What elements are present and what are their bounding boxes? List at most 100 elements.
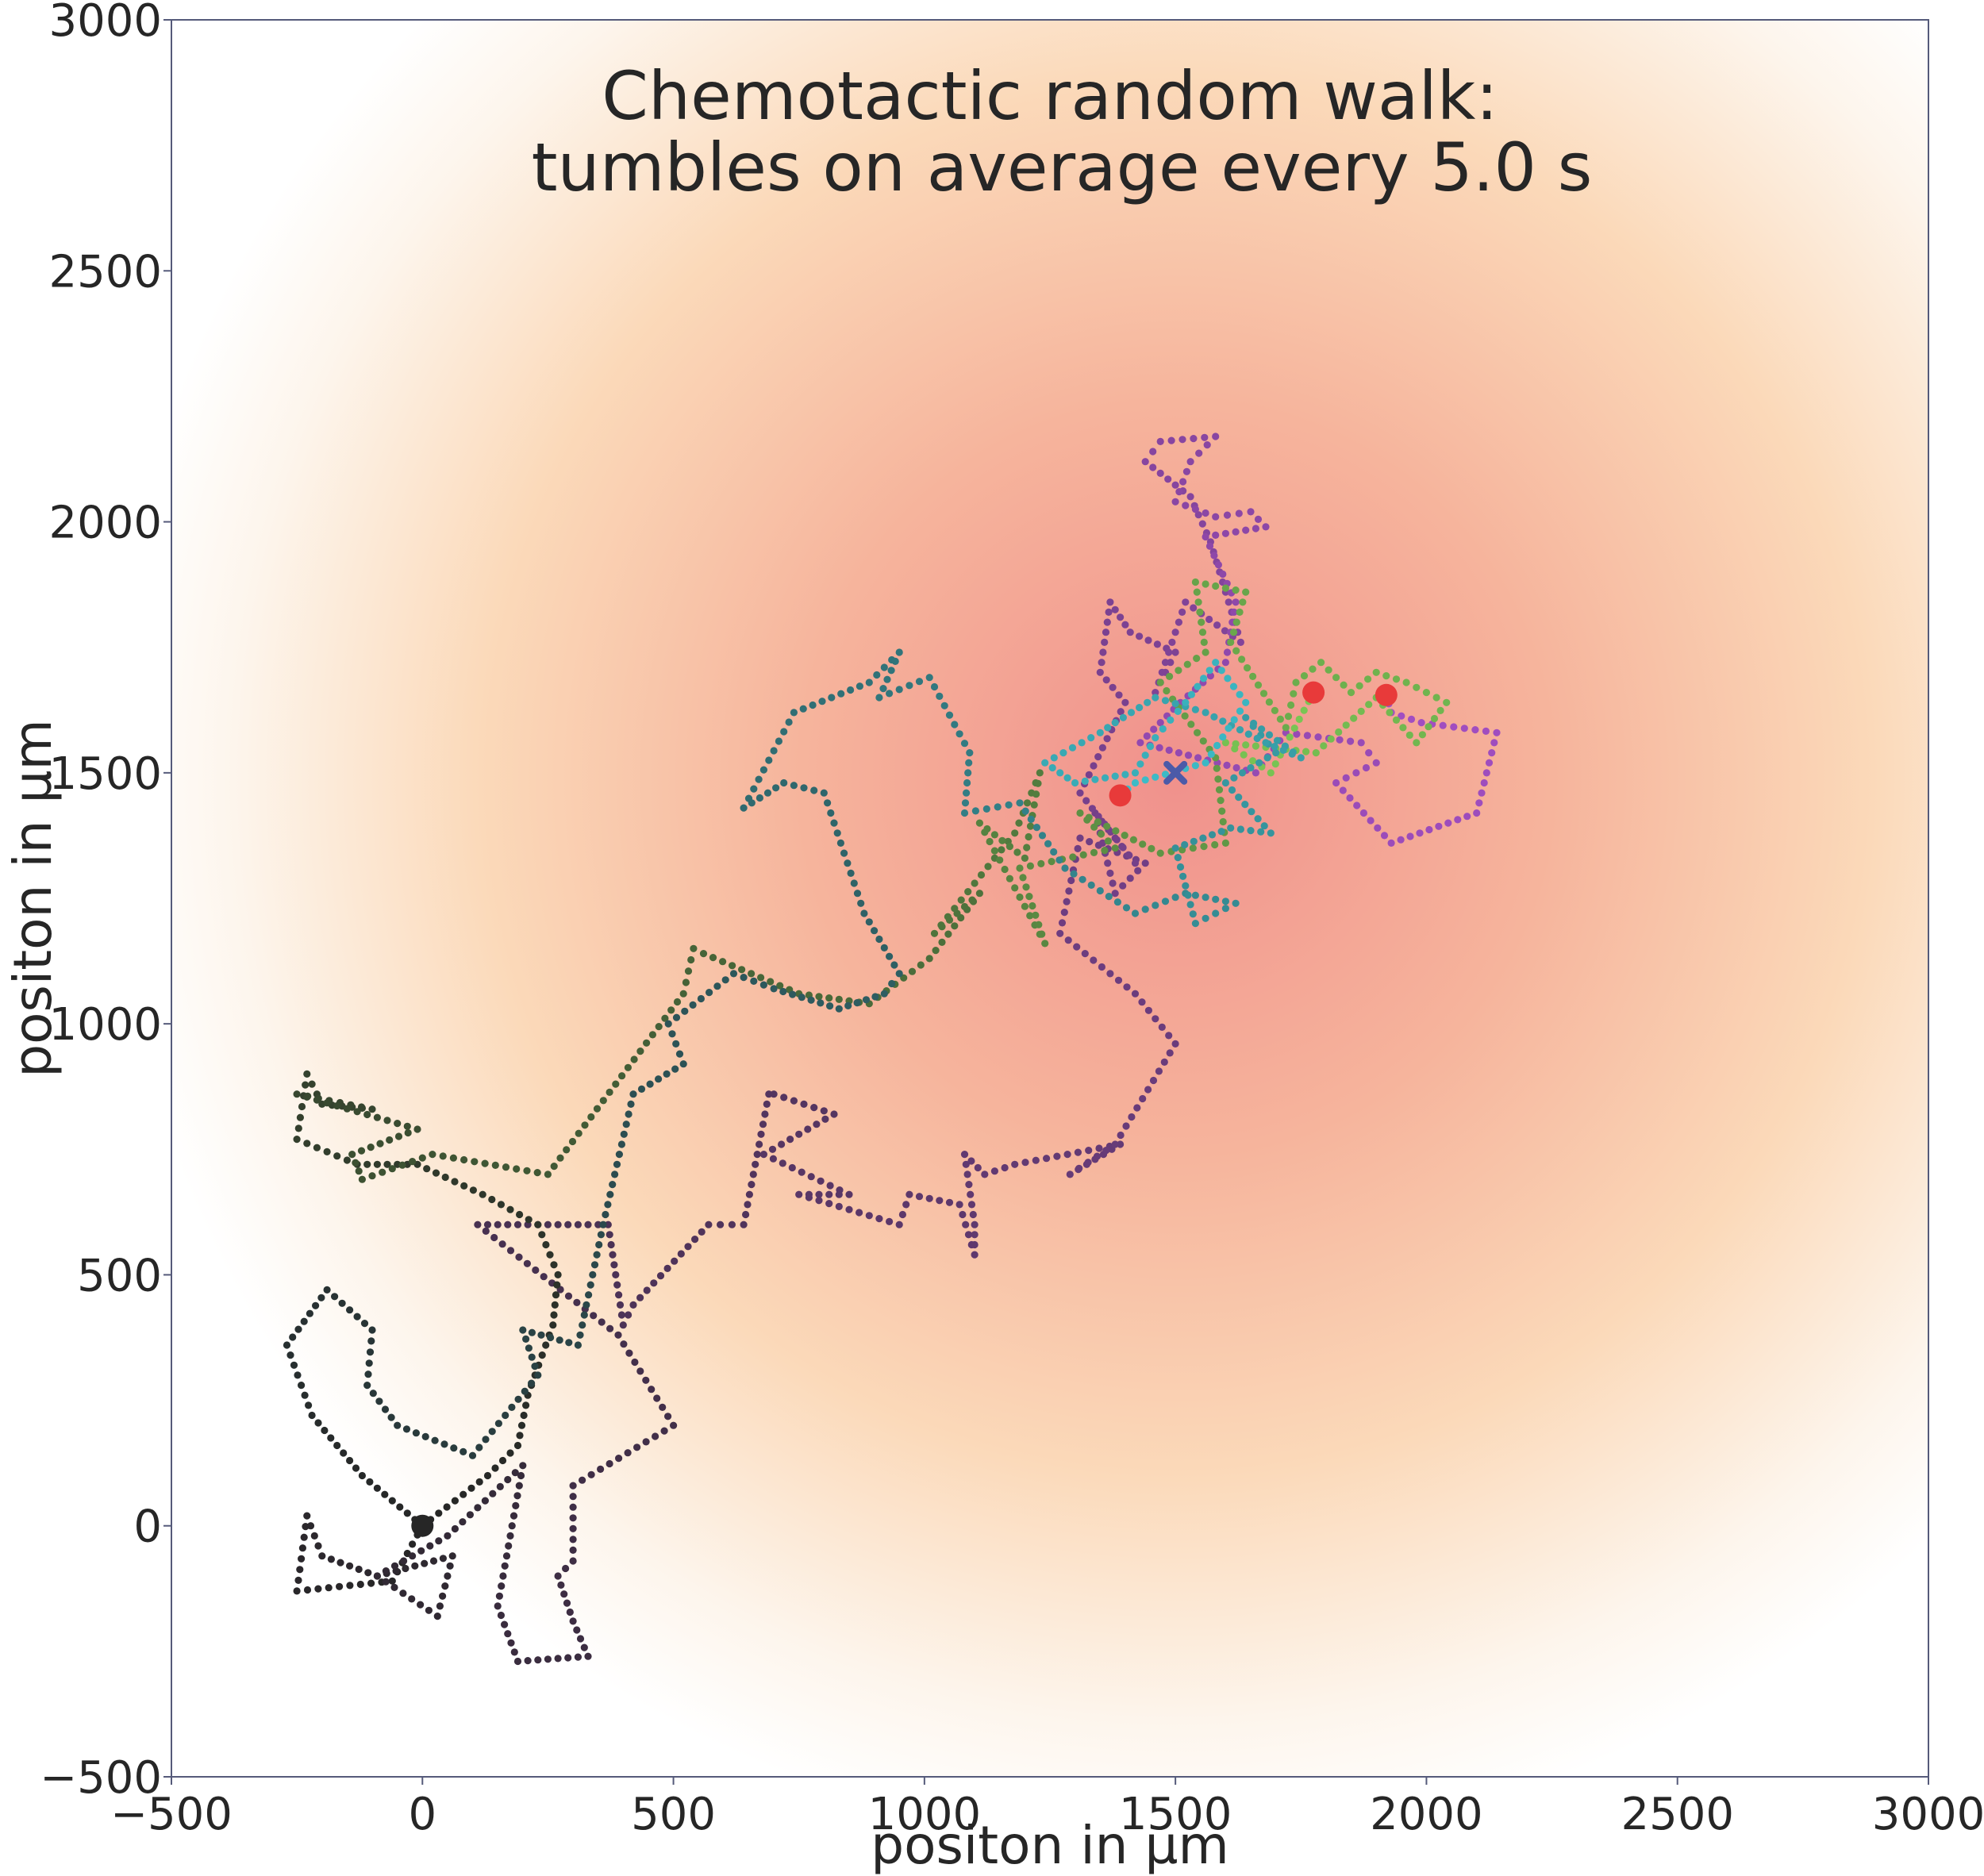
series-0-point-137	[614, 1331, 622, 1339]
start-marker	[411, 1514, 434, 1537]
series-1-point-299	[1221, 584, 1229, 592]
series-0-point-204	[761, 1110, 769, 1118]
series-0-point-394	[1171, 648, 1179, 656]
series-2-point-54	[468, 1451, 477, 1459]
series-1-point-220	[990, 847, 998, 855]
series-2-point-156	[810, 786, 818, 794]
series-0-point-452	[1202, 509, 1209, 517]
series-2-point-218	[1032, 824, 1040, 832]
series-0-point-41	[446, 1562, 454, 1570]
series-2-point-268	[1235, 794, 1243, 802]
series-0-point-152	[490, 1233, 498, 1242]
series-1-point-298	[1212, 582, 1220, 590]
series-2-point-212	[982, 805, 990, 813]
series-2-point-245	[1191, 920, 1199, 928]
series-2-point-193	[895, 686, 903, 694]
series-0-point-210	[800, 1100, 808, 1108]
series-2-point-321	[1081, 777, 1089, 786]
series-0-point-240	[845, 1205, 853, 1213]
series-1-point-346	[1386, 709, 1394, 717]
y-tick-label-2: 500	[77, 1250, 162, 1301]
series-2-point-42	[369, 1390, 377, 1397]
series-1-point-349	[1365, 701, 1373, 709]
series-2-point-340	[1217, 667, 1225, 675]
series-2-point-248	[1184, 891, 1192, 899]
series-0-point-390	[1136, 632, 1144, 640]
series-0-point-198	[749, 1171, 757, 1178]
series-0-point-96	[564, 1654, 572, 1662]
series-1-point-55	[333, 1152, 341, 1160]
series-1-point-56	[323, 1148, 331, 1155]
series-2-point-108	[672, 1040, 680, 1048]
series-0-point-63	[459, 1518, 467, 1526]
series-0-point-301	[1144, 1086, 1152, 1094]
series-1-point-21	[538, 1351, 546, 1359]
series-0-point-400	[1158, 668, 1166, 676]
series-0-point-168	[606, 1231, 613, 1239]
series-0-point-495	[1194, 754, 1202, 762]
series-2-point-8	[358, 1471, 366, 1480]
series-0-point-265	[965, 1181, 973, 1189]
series-2-point-303	[1152, 694, 1159, 702]
series-0-point-129	[659, 1403, 667, 1411]
y-tick-label-3: 1000	[48, 999, 162, 1051]
series-2-point-119	[740, 974, 748, 982]
series-0-point-228	[826, 1182, 834, 1190]
series-1-point-296	[1191, 578, 1199, 586]
series-1-point-139	[661, 1014, 669, 1022]
series-1-point-91	[403, 1122, 411, 1130]
series-0-point-73	[515, 1482, 523, 1490]
series-2-point-81	[586, 1281, 594, 1289]
series-0-point-132	[642, 1376, 650, 1384]
series-2-point-158	[790, 782, 798, 790]
series-2-point-130	[844, 1001, 852, 1009]
series-0-point-466	[1210, 552, 1218, 559]
series-1-point-94	[394, 1132, 403, 1140]
series-2-point-306	[1127, 709, 1136, 717]
series-0-point-49	[408, 1595, 416, 1603]
series-1-point-285	[1166, 672, 1174, 681]
series-0-point-146	[540, 1273, 548, 1281]
plot-area	[171, 20, 1928, 1777]
series-1-point-173	[938, 938, 946, 946]
series-2-point-271	[1230, 774, 1238, 782]
series-2-point-304	[1144, 698, 1152, 706]
series-0-point-165	[584, 1221, 592, 1228]
series-0-point-192	[728, 1221, 736, 1228]
series-2-point-141	[871, 927, 879, 935]
series-0-point-102	[569, 1617, 577, 1625]
series-2-point-101	[637, 1085, 646, 1093]
series-0-point-35	[402, 1564, 409, 1573]
series-1-point-305	[1229, 629, 1238, 636]
series-0-point-311	[1138, 998, 1146, 1006]
series-1-point-264	[1189, 844, 1197, 852]
series-2-point-232	[1141, 905, 1149, 913]
series-0-point-326	[1067, 876, 1075, 885]
series-0-point-57	[409, 1552, 417, 1560]
series-0-point-237	[815, 1197, 823, 1205]
series-1-point-366	[1231, 744, 1239, 753]
series-0-point-17	[296, 1566, 304, 1574]
series-0-point-38	[429, 1557, 438, 1565]
series-0-point-269	[967, 1157, 975, 1165]
series-0-point-451	[1191, 506, 1199, 513]
series-0-point-552	[1407, 715, 1416, 724]
series-0-point-508	[1303, 732, 1311, 740]
series-0-point-501	[1252, 769, 1259, 777]
series-1-point-132	[618, 1072, 626, 1080]
series-0-point-277	[1043, 1155, 1051, 1163]
series-1-point-2	[435, 1509, 443, 1517]
series-0-point-437	[1156, 437, 1164, 446]
series-2-point-316	[1041, 759, 1049, 767]
series-0-point-356	[1125, 852, 1133, 859]
series-1-point-322	[1309, 665, 1317, 673]
series-2-point-172	[780, 728, 788, 736]
series-1-point-306	[1227, 638, 1235, 647]
series-2-point-201	[951, 721, 959, 728]
series-1-point-117	[513, 1165, 521, 1173]
series-0-point-383	[1103, 618, 1111, 626]
series-0-point-317	[1090, 956, 1098, 964]
series-0-point-535	[1463, 813, 1471, 821]
series-2-point-351	[1202, 759, 1209, 767]
